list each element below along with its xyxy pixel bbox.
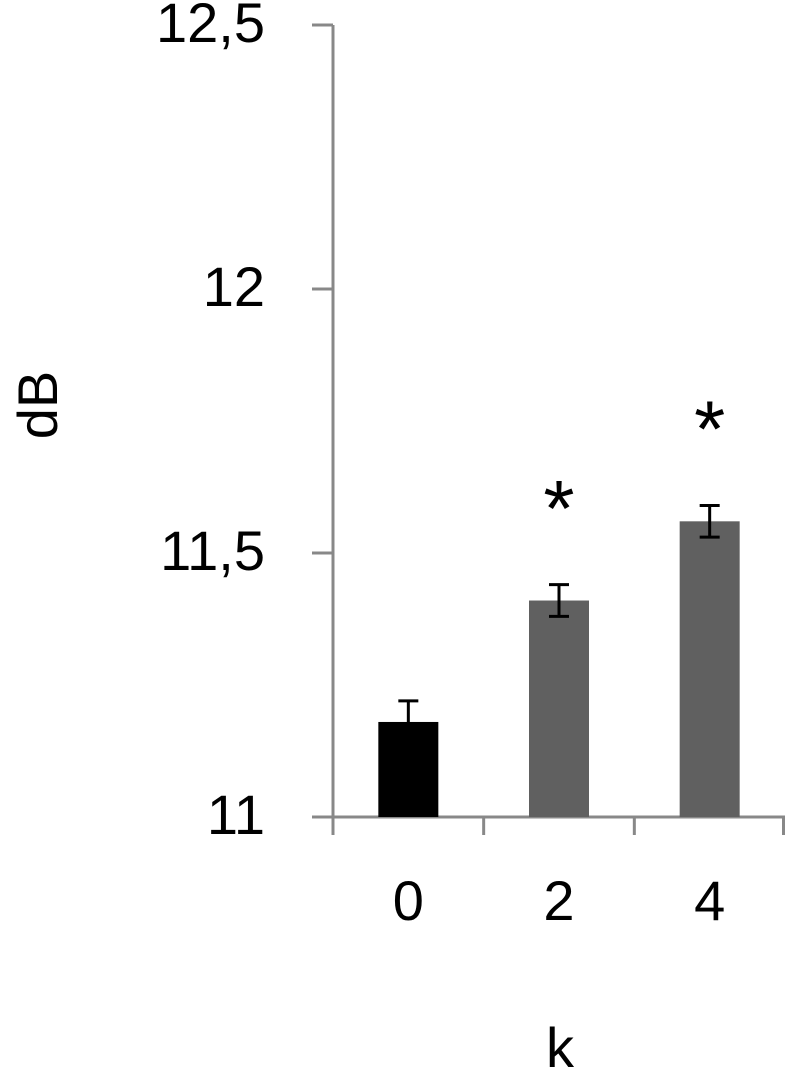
x-tick-label: 2 [543,869,574,932]
error-bar [699,503,720,539]
y-tick-label: 12 [203,255,265,318]
y-tick-label: 11 [207,783,265,846]
error-bar [398,699,419,745]
x-axis-label: k [546,1016,575,1074]
y-tick-label: 11,5 [160,519,265,582]
bar [529,600,589,817]
annotation: * [694,385,725,474]
x-tick-label: 0 [393,869,424,932]
x-tick-label: 4 [694,869,725,932]
annotation: * [543,464,574,553]
error-bar [549,583,569,618]
bar [679,521,740,817]
y-axis-label: dB [6,371,69,440]
y-tick-label: 12,5 [156,0,265,54]
